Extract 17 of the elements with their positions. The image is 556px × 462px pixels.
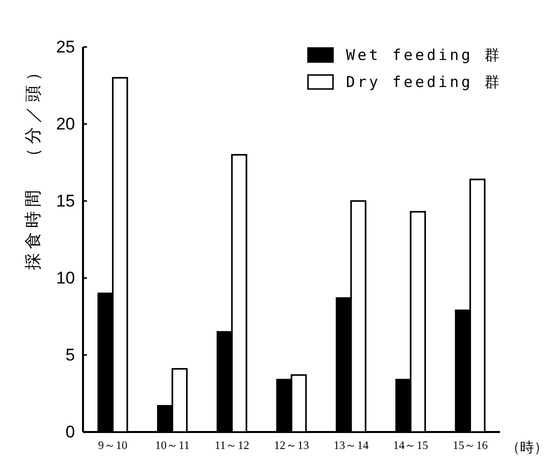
y-tick-label: 25 (56, 38, 75, 56)
x-tick-label: 11～12 (214, 440, 250, 452)
x-tick-label: 12～13 (274, 440, 310, 452)
y-tick-label: 5 (66, 346, 75, 364)
y-tick-label: 15 (56, 192, 75, 210)
legend-label: Dry feeding 群 (346, 73, 502, 91)
x-tick-label: 14～15 (393, 440, 428, 452)
y-tick-label: 0 (66, 422, 75, 442)
x-tick-label: 15～16 (452, 440, 488, 452)
y-tick-label: 10 (56, 268, 75, 288)
legend-label: Wet feeding 群 (346, 46, 502, 64)
x-tick-label: 9～10 (98, 440, 128, 452)
x-tick-label: 10～11 (155, 440, 190, 452)
x-axis-title: （時） (506, 439, 548, 455)
y-tick-label: 20 (56, 114, 75, 134)
y-axis-title: 採食時間 （分／頭） (24, 60, 42, 270)
x-tick-label: 13～14 (334, 440, 369, 452)
